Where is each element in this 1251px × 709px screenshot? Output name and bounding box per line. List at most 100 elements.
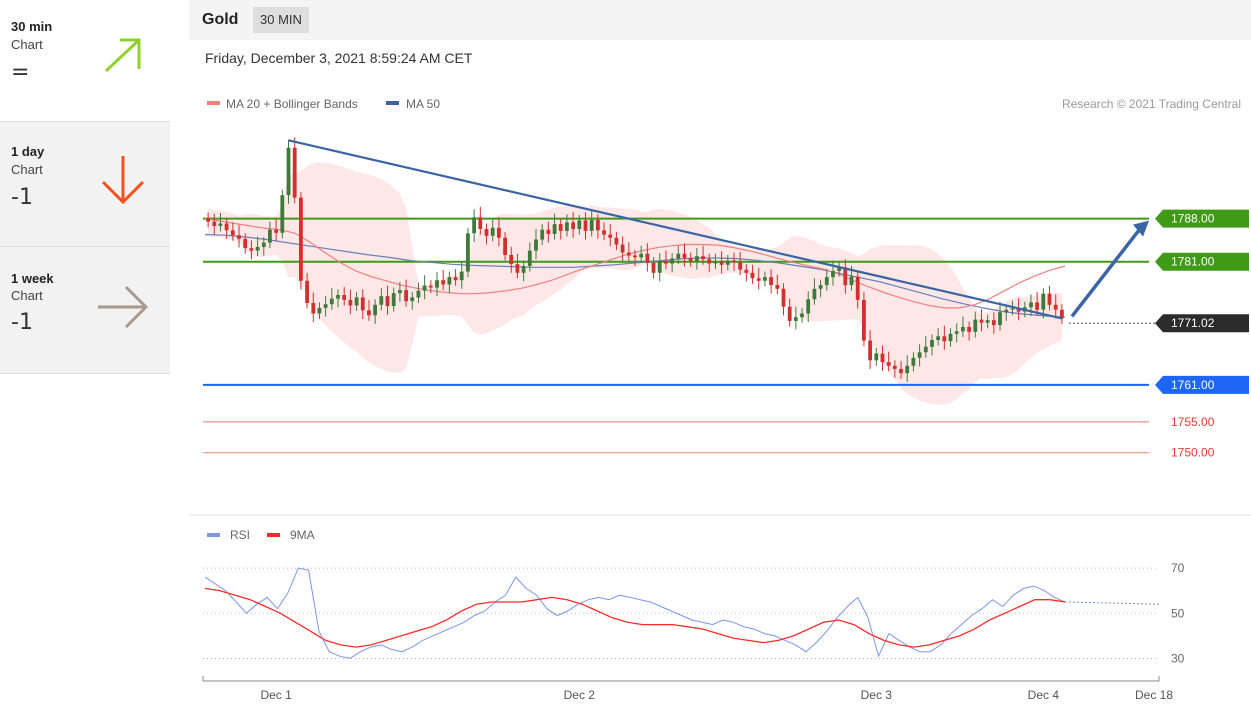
candle-body: [453, 277, 458, 281]
ma50-legend-label: MA 50: [406, 97, 440, 111]
price-chart[interactable]: 1788.00 1781.00 1771.02 1761.00 1755.00 1750.…: [189, 40, 1251, 709]
candle-body: [707, 259, 712, 264]
candle-body: [602, 230, 606, 235]
candle-body: [874, 353, 879, 361]
candle-body: [942, 336, 947, 342]
timeframe-name: 1 week: [11, 271, 54, 286]
timeframe-sub: Chart: [11, 162, 43, 177]
candle-body: [991, 320, 996, 326]
candle-body: [404, 290, 408, 302]
resistance-level-tag: [1155, 252, 1249, 271]
candle-body: [985, 320, 990, 323]
timeframe-badge[interactable]: 30 MIN: [253, 7, 309, 33]
time-tick-label: Dec 18: [1135, 688, 1173, 702]
candle-body: [998, 312, 1002, 326]
candle-body: [521, 266, 526, 273]
candle-body: [268, 229, 272, 243]
candle-body: [626, 252, 631, 256]
timeframe-30min-card[interactable]: 30 min Chart =: [0, 0, 170, 122]
candle-body: [534, 239, 538, 251]
timeframe-1day-card[interactable]: 1 day Chart -1: [0, 122, 170, 247]
candle-body: [509, 254, 514, 265]
candle-body: [744, 269, 749, 273]
candle-body: [787, 306, 792, 321]
candle-body: [224, 223, 229, 231]
candle-body: [812, 288, 817, 300]
candle-body: [589, 219, 594, 231]
candle-body: [930, 340, 934, 347]
candle-body: [855, 276, 860, 300]
candle-body: [472, 217, 476, 234]
candle-body: [565, 222, 569, 231]
candle-body: [261, 242, 266, 247]
candle-body: [651, 262, 656, 273]
candle-body: [348, 299, 353, 306]
candle-body: [1016, 308, 1021, 312]
candle-body: [923, 346, 928, 353]
arrow-right-icon: [98, 285, 149, 329]
candle-body: [818, 285, 823, 289]
timeframe-sub: Chart: [11, 37, 43, 52]
candle-body: [954, 331, 959, 334]
candle-body: [843, 267, 848, 286]
candle-body: [1035, 302, 1039, 310]
candle-body: [422, 285, 427, 291]
candle-body: [725, 260, 730, 265]
timeframe-signal: =: [11, 60, 30, 85]
rsi-legend-swatch: [207, 533, 220, 537]
candle-body: [230, 230, 235, 236]
candle-body: [391, 293, 396, 306]
chart-header: Gold 30 MIN: [189, 0, 1251, 40]
candle-body: [596, 219, 600, 231]
candle-body: [292, 147, 297, 198]
candle-body: [323, 304, 328, 308]
candle-body: [862, 299, 866, 341]
candle-body: [880, 353, 885, 363]
candle-body: [490, 227, 495, 236]
candle-body: [695, 256, 699, 262]
candle-body: [899, 368, 903, 374]
candle-body: [503, 237, 507, 255]
candle-body: [218, 223, 223, 226]
candle-body: [614, 237, 619, 245]
candle-body: [756, 278, 761, 281]
candle-body: [763, 277, 767, 281]
arrow-up-right-icon: [104, 38, 141, 73]
timeframe-signal: -1: [11, 185, 33, 210]
candle-body: [497, 227, 501, 238]
forecast-arrow-shaft: [1070, 226, 1143, 318]
timeframe-sub: Chart: [11, 288, 43, 303]
candle-body: [484, 229, 489, 236]
candle-body: [738, 262, 743, 270]
candle-body: [775, 285, 780, 289]
candle-body: [670, 258, 674, 264]
candle-body: [558, 224, 563, 231]
rsi-legend-label: RSI: [230, 528, 250, 542]
candle-body: [645, 253, 650, 263]
candle-body: [410, 297, 415, 302]
rsi-ma-line: [204, 587, 1066, 648]
candle-body: [466, 233, 470, 272]
candle-body: [577, 220, 582, 229]
candle-body: [354, 297, 359, 306]
candle-body: [701, 256, 705, 260]
candle-body: [806, 299, 811, 314]
candle-body: [243, 238, 248, 249]
candle-body: [713, 261, 718, 264]
timeframe-name: 1 day: [11, 144, 45, 159]
trendline-and-forecast: [288, 139, 1149, 320]
candle-body: [732, 260, 736, 263]
instrument-title: Gold: [202, 11, 239, 28]
candle-body: [905, 365, 910, 374]
timeframe-1week-card[interactable]: 1 week Chart -1: [0, 247, 170, 374]
support-level-label: 1761.00: [1171, 378, 1215, 392]
rsi-tick-label: 30: [1171, 651, 1185, 665]
candle-body: [286, 147, 291, 196]
candle-body: [620, 244, 625, 253]
candle-body: [249, 248, 254, 251]
candle-body: [206, 218, 210, 222]
candle-body: [1060, 309, 1064, 319]
candle-body: [892, 365, 897, 369]
candle-body: [676, 253, 681, 259]
time-tick-label: Dec 1: [260, 688, 292, 702]
